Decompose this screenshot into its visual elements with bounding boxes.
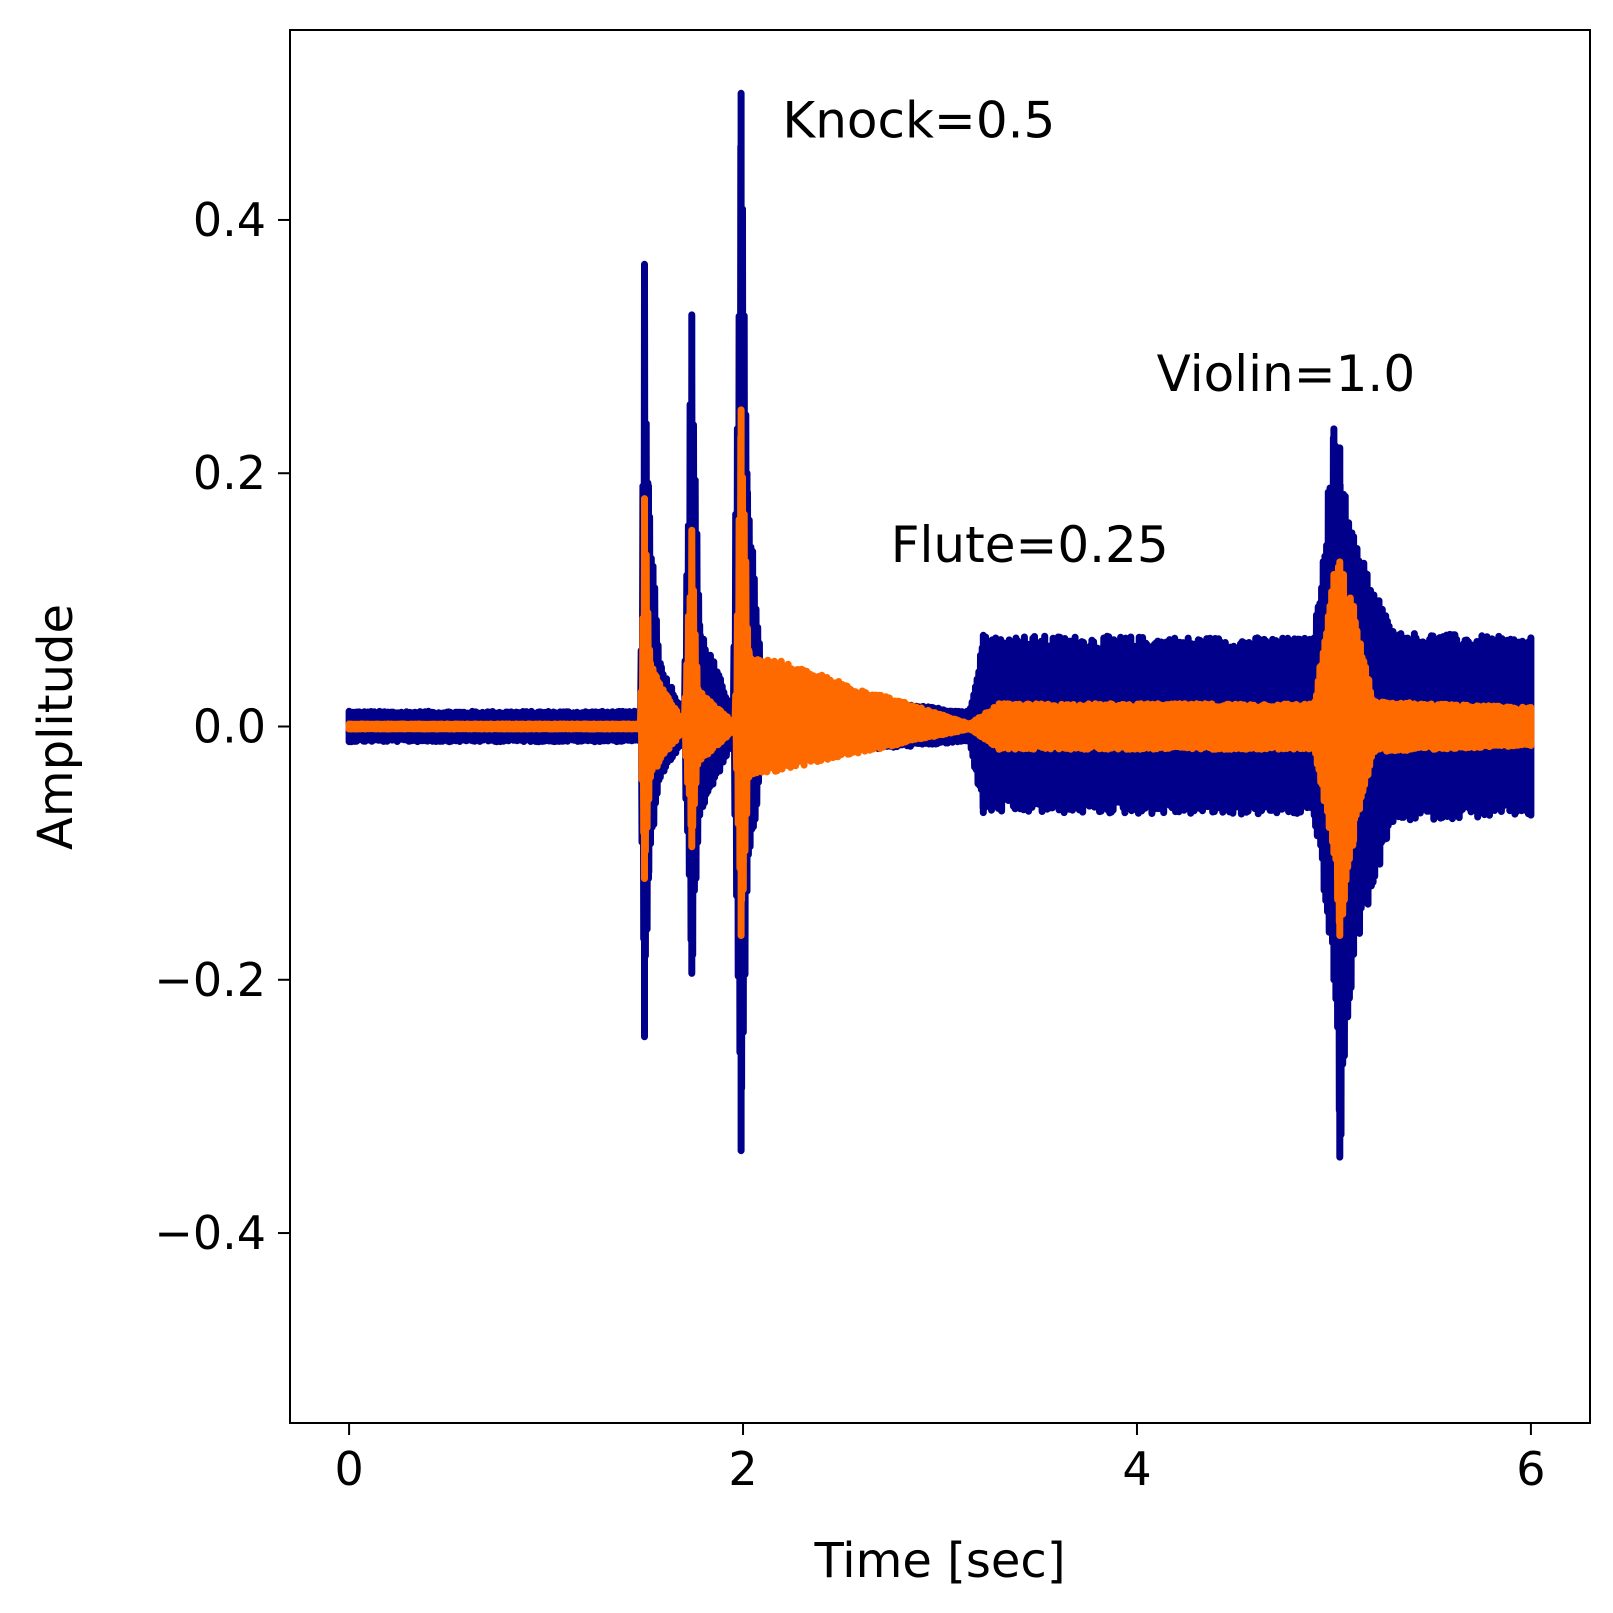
y-axis-label: Amplitude <box>28 604 84 850</box>
x-axis-label: Time [sec] <box>813 1533 1065 1589</box>
x-tick-label: 6 <box>1516 1442 1545 1496</box>
plot-area <box>345 89 1535 1161</box>
annotation-label: Flute=0.25 <box>891 516 1169 574</box>
y-tick-label: 0.2 <box>193 446 266 500</box>
annotation-label: Violin=1.0 <box>1157 345 1415 403</box>
y-tick-label: −0.2 <box>154 953 266 1007</box>
axes-frame <box>289 29 1591 1424</box>
y-tick-label: 0.4 <box>193 193 266 247</box>
annotation-label: Knock=0.5 <box>782 92 1055 150</box>
x-tick-label: 2 <box>728 1442 757 1496</box>
x-tick-label: 0 <box>334 1442 363 1496</box>
axis-ticks: 0 2 4 6 −0.4 −0.2 0.0 0.2 0.4 <box>154 193 1545 1496</box>
y-tick-label: −0.4 <box>154 1206 266 1260</box>
y-tick-label: 0.0 <box>193 700 266 754</box>
x-tick-label: 4 <box>1122 1442 1151 1496</box>
series-1-line <box>345 406 1535 939</box>
annotations: Knock=0.5 Flute=0.25 Violin=1.0 <box>782 92 1415 574</box>
